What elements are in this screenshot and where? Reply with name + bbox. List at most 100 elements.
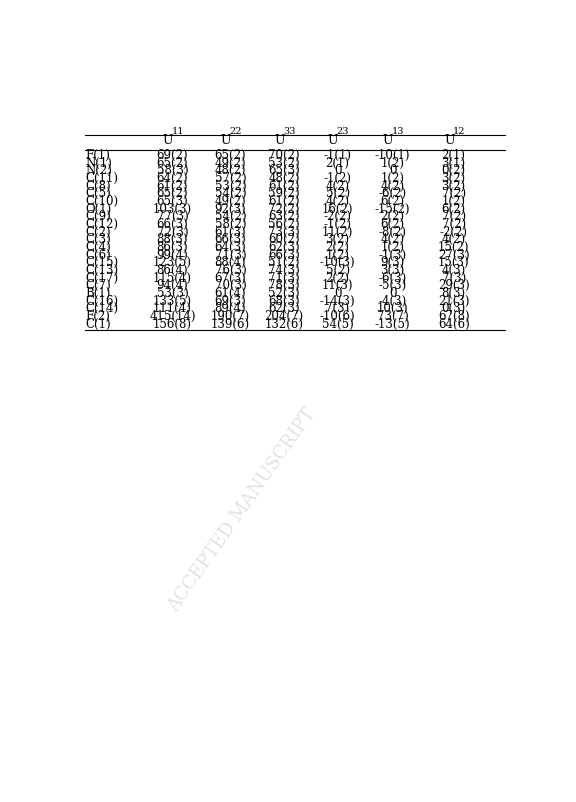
Text: 4(2): 4(2) — [325, 180, 350, 192]
Text: 27(3): 27(3) — [438, 249, 469, 261]
Text: 94(4): 94(4) — [157, 279, 188, 292]
Text: 9(3): 9(3) — [380, 257, 405, 269]
Text: 11(2): 11(2) — [322, 225, 353, 239]
Text: 22: 22 — [230, 128, 242, 136]
Text: 64(3): 64(3) — [215, 241, 247, 254]
Text: -6(3): -6(3) — [378, 272, 407, 285]
Text: C(17): C(17) — [85, 272, 119, 285]
Text: 21(3): 21(3) — [438, 294, 469, 307]
Text: B(1): B(1) — [85, 287, 111, 300]
Text: 58(2): 58(2) — [215, 218, 246, 231]
Text: 66(3): 66(3) — [157, 218, 188, 231]
Text: 61(2): 61(2) — [157, 180, 188, 192]
Text: -6(2): -6(2) — [378, 188, 407, 200]
Text: 1(2): 1(2) — [381, 241, 404, 254]
Text: 71(3): 71(3) — [268, 272, 300, 285]
Text: 11: 11 — [172, 128, 184, 136]
Text: -2(2): -2(2) — [324, 210, 351, 224]
Text: 7(2): 7(2) — [442, 218, 466, 231]
Text: 8(3): 8(3) — [442, 287, 466, 300]
Text: 65(2): 65(2) — [157, 157, 188, 170]
Text: 115(4): 115(4) — [153, 272, 192, 285]
Text: C(16): C(16) — [85, 294, 119, 307]
Text: 5(2): 5(2) — [325, 264, 350, 277]
Text: ACCEPTED MANUSCRIPT: ACCEPTED MANUSCRIPT — [164, 405, 319, 615]
Text: C(6): C(6) — [85, 249, 111, 261]
Text: N(2): N(2) — [85, 164, 112, 177]
Text: 48(2): 48(2) — [268, 172, 300, 185]
Text: 64(2): 64(2) — [157, 172, 188, 185]
Text: 89(4): 89(4) — [215, 302, 247, 315]
Text: 1(2): 1(2) — [325, 249, 350, 261]
Text: F(1): F(1) — [85, 149, 110, 162]
Text: -10(3): -10(3) — [320, 257, 355, 269]
Text: 54(2): 54(2) — [215, 210, 247, 224]
Text: 4(3): 4(3) — [442, 264, 466, 277]
Text: 7(3): 7(3) — [442, 272, 466, 285]
Text: C(9): C(9) — [85, 210, 111, 224]
Text: 16(2): 16(2) — [322, 203, 353, 216]
Text: 190(7): 190(7) — [211, 310, 250, 323]
Text: 13: 13 — [392, 128, 404, 136]
Text: 64(6): 64(6) — [438, 318, 469, 330]
Text: 48(2): 48(2) — [215, 164, 246, 177]
Text: 88(4): 88(4) — [215, 257, 246, 269]
Text: C(15): C(15) — [85, 257, 119, 269]
Text: 4(2): 4(2) — [442, 233, 466, 246]
Text: U: U — [444, 134, 454, 147]
Text: 156(8): 156(8) — [153, 318, 192, 330]
Text: 66(3): 66(3) — [215, 233, 247, 246]
Text: 63(2): 63(2) — [268, 210, 300, 224]
Text: 103(3): 103(3) — [153, 203, 192, 216]
Text: -14(3): -14(3) — [320, 294, 355, 307]
Text: U: U — [221, 134, 231, 147]
Text: 57(2): 57(2) — [215, 172, 247, 185]
Text: 6(2): 6(2) — [381, 195, 404, 208]
Text: 67(8): 67(8) — [438, 310, 469, 323]
Text: 133(5): 133(5) — [153, 294, 192, 307]
Text: 77(3): 77(3) — [157, 210, 188, 224]
Text: 51(2): 51(2) — [268, 257, 300, 269]
Text: 2(2): 2(2) — [325, 272, 350, 285]
Text: -1(2): -1(2) — [324, 218, 351, 231]
Text: 1(2): 1(2) — [442, 195, 465, 208]
Text: 7(2): 7(2) — [442, 210, 466, 224]
Text: 92(3): 92(3) — [215, 203, 247, 216]
Text: 62(3): 62(3) — [268, 241, 300, 254]
Text: 54(5): 54(5) — [322, 318, 354, 330]
Text: 74(3): 74(3) — [268, 264, 300, 277]
Text: 2(2): 2(2) — [325, 241, 350, 254]
Text: -2(2): -2(2) — [439, 225, 468, 239]
Text: 53(3): 53(3) — [157, 287, 188, 300]
Text: 29(3): 29(3) — [438, 279, 469, 292]
Text: 65(2): 65(2) — [215, 149, 247, 162]
Text: -1(3): -1(3) — [378, 249, 407, 261]
Text: 11(3): 11(3) — [322, 279, 353, 292]
Text: 3(2): 3(2) — [325, 233, 350, 246]
Text: 68(3): 68(3) — [268, 294, 300, 307]
Text: -4(3): -4(3) — [378, 294, 407, 307]
Text: 49(2): 49(2) — [215, 195, 247, 208]
Text: 60(2): 60(2) — [268, 233, 300, 246]
Text: -1(2): -1(2) — [324, 172, 351, 185]
Text: 15(3): 15(3) — [438, 257, 469, 269]
Text: 3(3): 3(3) — [380, 264, 405, 277]
Text: 204(7): 204(7) — [264, 310, 304, 323]
Text: 3(2): 3(2) — [442, 172, 466, 185]
Text: 71(3): 71(3) — [215, 249, 247, 261]
Text: -13(5): -13(5) — [375, 318, 410, 330]
Text: 59(2): 59(2) — [268, 188, 300, 200]
Text: 65(2): 65(2) — [157, 188, 188, 200]
Text: 132(6): 132(6) — [264, 318, 304, 330]
Text: 70(2): 70(2) — [268, 149, 300, 162]
Text: 415(14): 415(14) — [149, 310, 196, 323]
Text: 4(2): 4(2) — [325, 195, 350, 208]
Text: 0: 0 — [334, 287, 342, 300]
Text: 69(3): 69(3) — [215, 294, 247, 307]
Text: U: U — [163, 134, 173, 147]
Text: C(10): C(10) — [85, 195, 119, 208]
Text: 49(2): 49(2) — [215, 157, 247, 170]
Text: C(2): C(2) — [85, 225, 111, 239]
Text: 10(3): 10(3) — [377, 302, 408, 315]
Text: 15(2): 15(2) — [438, 241, 469, 254]
